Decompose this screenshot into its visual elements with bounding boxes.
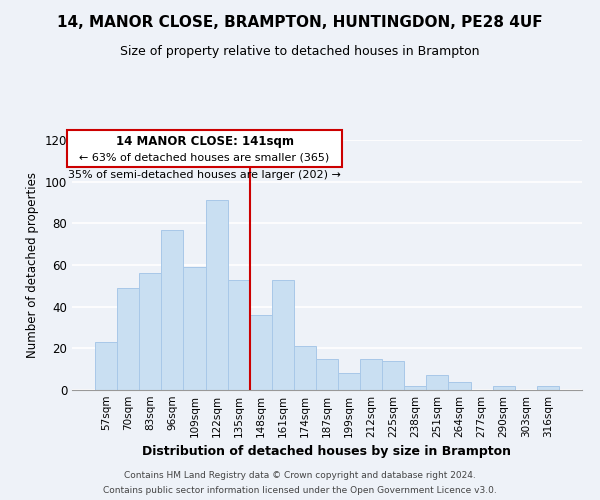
X-axis label: Distribution of detached houses by size in Brampton: Distribution of detached houses by size …	[143, 446, 511, 458]
Bar	[206, 200, 227, 390]
Bar	[404, 386, 427, 390]
Text: Size of property relative to detached houses in Brampton: Size of property relative to detached ho…	[120, 45, 480, 58]
Bar	[272, 280, 294, 390]
Text: ← 63% of detached houses are smaller (365): ← 63% of detached houses are smaller (36…	[79, 152, 330, 162]
Bar	[493, 386, 515, 390]
Bar	[139, 274, 161, 390]
Bar	[184, 267, 206, 390]
Text: 14 MANOR CLOSE: 141sqm: 14 MANOR CLOSE: 141sqm	[116, 134, 293, 147]
Bar	[227, 280, 250, 390]
Text: Contains HM Land Registry data © Crown copyright and database right 2024.: Contains HM Land Registry data © Crown c…	[124, 471, 476, 480]
Text: 35% of semi-detached houses are larger (202) →: 35% of semi-detached houses are larger (…	[68, 170, 341, 179]
Bar	[537, 386, 559, 390]
Bar	[338, 374, 360, 390]
Bar	[382, 361, 404, 390]
Bar	[161, 230, 184, 390]
Bar	[250, 315, 272, 390]
Bar	[316, 359, 338, 390]
Bar	[117, 288, 139, 390]
Bar	[294, 346, 316, 390]
Y-axis label: Number of detached properties: Number of detached properties	[26, 172, 39, 358]
Text: 14, MANOR CLOSE, BRAMPTON, HUNTINGDON, PE28 4UF: 14, MANOR CLOSE, BRAMPTON, HUNTINGDON, P…	[57, 15, 543, 30]
FancyBboxPatch shape	[67, 130, 342, 167]
Bar	[427, 376, 448, 390]
Text: Contains public sector information licensed under the Open Government Licence v3: Contains public sector information licen…	[103, 486, 497, 495]
Bar	[448, 382, 470, 390]
Bar	[360, 359, 382, 390]
Bar	[95, 342, 117, 390]
